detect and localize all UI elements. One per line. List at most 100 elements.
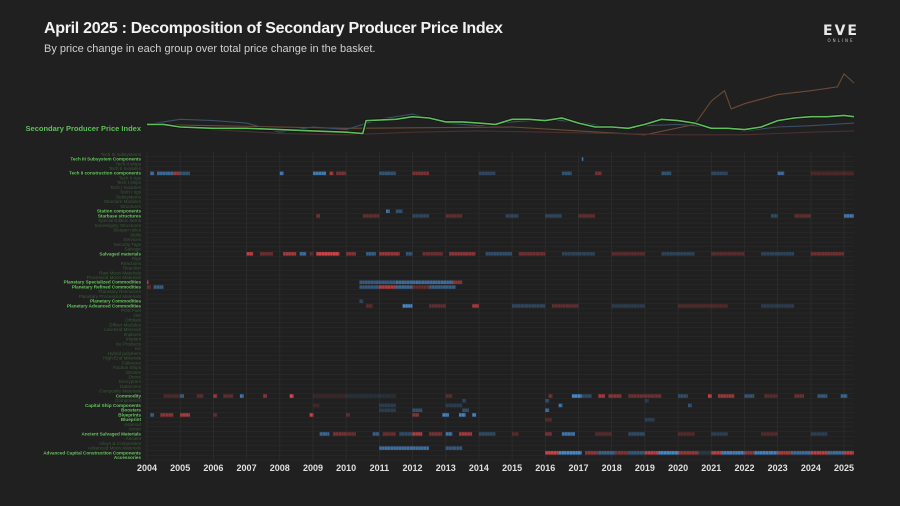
- heatmap-cell: [820, 394, 823, 398]
- heatmap-cell: [279, 171, 283, 176]
- heatmap-cell: [564, 171, 568, 176]
- row-label: Armor: [128, 427, 141, 432]
- row-label: Tech II ships: [115, 161, 141, 166]
- row-label: Structures: [120, 204, 142, 209]
- heatmap-cell: [368, 214, 371, 218]
- heatmap-cell: [777, 451, 781, 455]
- heatmap-cell: [597, 171, 601, 176]
- heatmap-cell: [393, 432, 396, 436]
- heatmap-cell: [841, 171, 844, 176]
- heatmap-cell: [575, 252, 579, 256]
- heatmap-cell: [623, 451, 626, 455]
- heatmap-cell: [386, 209, 389, 213]
- heatmap-cell: [821, 171, 825, 176]
- heatmap-cell: [838, 451, 842, 455]
- heatmap-cell: [429, 285, 432, 289]
- heatmap-cell: [478, 171, 482, 176]
- heatmap-cell: [777, 304, 781, 308]
- heatmap-cell: [571, 304, 574, 308]
- x-tick-label: 2013: [436, 463, 456, 473]
- eve-online-logo: EVE ONLINE: [816, 24, 866, 43]
- heatmap-cell: [615, 451, 618, 455]
- heatmap-cell: [838, 171, 842, 176]
- heatmap-cell: [611, 252, 615, 256]
- heatmap-cell: [223, 394, 226, 398]
- heatmap-cell: [690, 403, 692, 408]
- heatmap-cell: [639, 432, 642, 436]
- heatmap-cell: [600, 171, 602, 176]
- heatmap-cell: [593, 451, 596, 455]
- heatmap-cell: [153, 171, 155, 176]
- heatmap-cell: [722, 171, 725, 176]
- heatmap-cell: [488, 252, 491, 256]
- heatmap-cell: [163, 394, 167, 398]
- row-label: Planetary Refined Commodities: [72, 284, 142, 289]
- heatmap-cell: [418, 408, 421, 412]
- heatmap-cell: [827, 252, 830, 256]
- heatmap-cell: [563, 304, 566, 308]
- heatmap-cell: [612, 451, 615, 455]
- heatmap-cell: [581, 157, 584, 161]
- heatmap-cell: [577, 394, 580, 398]
- heatmap-cell: [326, 394, 330, 398]
- heatmap-cell: [163, 413, 166, 417]
- heatmap-cell: [628, 394, 631, 398]
- heatmap-cell: [636, 451, 640, 455]
- heatmap-cell: [449, 252, 452, 256]
- heatmap-cell: [385, 432, 388, 436]
- heatmap-cell: [833, 252, 836, 256]
- heatmap-cell: [772, 252, 775, 256]
- heatmap-cell: [153, 285, 157, 289]
- heatmap-cell: [445, 446, 449, 450]
- row-label: Capital Ship Components: [85, 403, 141, 408]
- heatmap-cell: [606, 432, 609, 436]
- heatmap-cell: [669, 171, 672, 176]
- heatmap-cell: [283, 252, 286, 256]
- heatmap-cell: [711, 252, 714, 256]
- heatmap-cell: [567, 432, 570, 436]
- heatmap-cell: [378, 432, 380, 436]
- x-tick-label: 2007: [237, 463, 257, 473]
- heatmap-cell: [288, 252, 292, 256]
- heatmap-cell: [587, 451, 591, 455]
- heatmap-cell: [816, 171, 819, 176]
- heatmap-cell: [731, 394, 735, 398]
- heatmap-cell: [367, 280, 371, 284]
- heatmap-cell: [763, 432, 767, 436]
- heatmap-cell: [821, 451, 825, 455]
- heatmap-cell: [407, 432, 411, 436]
- heatmap-cell: [691, 432, 695, 436]
- heatmap-cell: [376, 214, 380, 218]
- heatmap-cell: [849, 451, 853, 455]
- heatmap-cell: [568, 304, 572, 308]
- heatmap-cell: [799, 394, 803, 398]
- heatmap-cell: [639, 451, 642, 455]
- heatmap-cell: [650, 394, 653, 398]
- heatmap-cell: [329, 171, 333, 176]
- heatmap-cell: [343, 432, 346, 436]
- heatmap-cell: [521, 252, 525, 256]
- heatmap-cell: [348, 413, 350, 417]
- heatmap-cell: [783, 304, 786, 308]
- heatmap-cell: [409, 285, 413, 289]
- heatmap-cell: [491, 252, 494, 256]
- row-label: Alloys & Composites: [99, 441, 142, 446]
- heatmap-cell: [590, 394, 592, 398]
- heatmap-cell: [548, 399, 550, 403]
- heatmap-cell: [791, 252, 795, 256]
- heatmap-cell: [378, 280, 382, 284]
- heatmap-cell: [338, 432, 341, 436]
- row-label: Officer Modules: [109, 322, 142, 327]
- heatmap-cell: [726, 394, 729, 398]
- heatmap-cell: [817, 394, 821, 398]
- x-tick-label: 2011: [370, 463, 390, 473]
- heatmap-cell: [511, 214, 514, 218]
- heatmap-cell: [523, 304, 526, 308]
- heatmap-cell: [393, 252, 396, 256]
- heatmap-cell: [534, 304, 537, 308]
- heatmap-cell: [472, 413, 475, 417]
- heatmap-cell: [727, 252, 731, 256]
- heatmap-cell: [725, 252, 728, 256]
- heatmap-cell: [292, 394, 294, 398]
